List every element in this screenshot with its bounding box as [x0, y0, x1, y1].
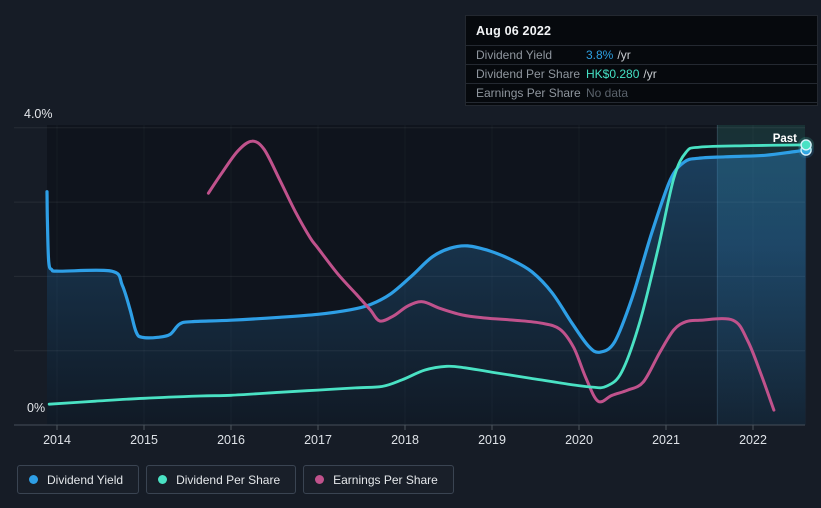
tooltip-value: HK$0.280: [586, 67, 640, 81]
tooltip-row-dividend-per-share: Dividend Per Share HK$0.280 /yr: [466, 64, 817, 83]
series-line-dividend-yield: [45, 148, 808, 354]
x-tick-label: 2020: [565, 433, 593, 447]
x-tick-label: 2017: [304, 433, 332, 447]
past-label: Past: [773, 133, 797, 145]
x-tick-label: 2021: [652, 433, 680, 447]
dividend-per-share-dot-icon: [158, 475, 168, 484]
tooltip-value: No data: [586, 86, 629, 100]
chart-hover-area[interactable]: [14, 125, 805, 425]
tooltip-label: Dividend Per Share: [476, 67, 581, 81]
legend-item-dividend-per-share[interactable]: Dividend Per Share: [146, 465, 297, 494]
y-axis-top-label: 4.0%: [24, 107, 53, 121]
x-tick-label: 2015: [130, 433, 158, 447]
x-tick-label: 2016: [217, 433, 245, 447]
legend-item-earnings-per-share[interactable]: Earnings Per Share: [303, 465, 454, 494]
tooltip-row-dividend-yield: Dividend Yield 3.8% /yr: [466, 45, 817, 64]
tooltip-label: Dividend Yield: [476, 48, 553, 62]
earnings-per-share-dot-icon: [315, 475, 325, 484]
x-tick-label: 2014: [43, 433, 71, 447]
dividend-yield-dot-icon: [29, 475, 38, 484]
legend-label: Dividend Yield: [47, 472, 124, 487]
tooltip-label: Earnings Per Share: [476, 86, 581, 100]
series-area-dividend-yield: [47, 150, 807, 425]
legend: Dividend Yield Dividend Per Share Earnin…: [17, 465, 454, 494]
x-tick-label: 2018: [391, 433, 419, 447]
x-tick-label: 2022: [739, 433, 767, 447]
tooltip-unit: /yr: [643, 67, 657, 81]
tooltip-date: Aug 06 2022: [476, 24, 552, 38]
series-line-earnings-per-share: [206, 139, 776, 412]
y-axis-bottom-label: 0%: [27, 401, 45, 415]
tooltip-card: Aug 06 2022 Dividend Yield 3.8% /yr Divi…: [465, 15, 818, 106]
series-line-dividend-per-share: [47, 143, 808, 406]
tooltip-unit: /yr: [617, 48, 631, 62]
legend-label: Earnings Per Share: [333, 472, 438, 487]
x-tick-label: 2019: [478, 433, 506, 447]
tooltip-value: 3.8%: [586, 48, 614, 62]
series-end-marker-dividend-per-share: [800, 139, 812, 151]
legend-item-dividend-yield[interactable]: Dividend Yield: [17, 465, 140, 494]
legend-label: Dividend Per Share: [176, 472, 281, 487]
tooltip-row-earnings-per-share: Earnings Per Share No data: [466, 83, 817, 102]
